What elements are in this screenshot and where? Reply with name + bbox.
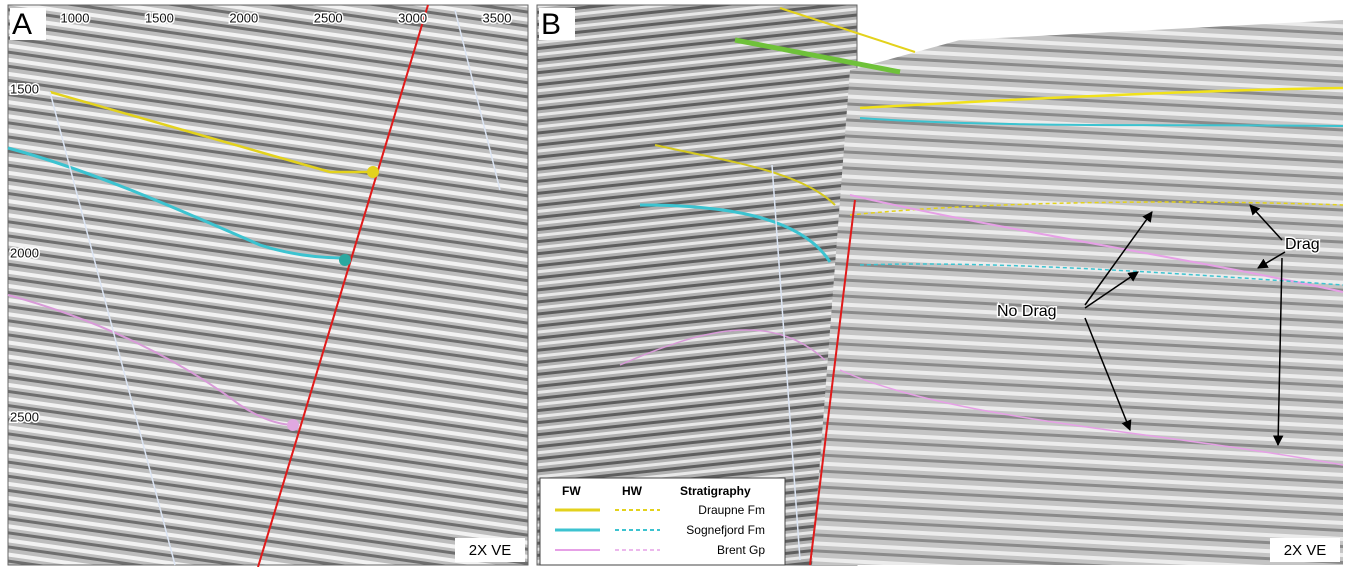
- legend-header: Stratigraphy: [680, 484, 751, 498]
- annotation: Drag: [1285, 236, 1320, 253]
- legend-entry: Draupne Fm: [698, 503, 765, 517]
- x-tick-label: 3500: [483, 10, 512, 25]
- horizon-sognefjord-fw: [639, 203, 832, 263]
- x-tick-label: 1500: [145, 10, 174, 25]
- legend-header: HW: [622, 484, 643, 498]
- x-tick-label: 2500: [314, 10, 343, 25]
- panel-label: A: [12, 8, 32, 41]
- horizon-draupne-fw: [654, 144, 836, 206]
- well-track: [454, 9, 501, 191]
- seismic-section: [7, 4, 529, 566]
- y-tick-label: 2500: [10, 409, 39, 424]
- x-tick-label: 3000: [398, 10, 427, 25]
- label-box: [10, 8, 46, 40]
- panel-b: B Drag No Drag FW HW Stratigraphy Draupn…: [536, 4, 1344, 566]
- fault: [257, 4, 429, 568]
- scale-note: 2X VE: [469, 542, 512, 559]
- legend: FW HW Stratigraphy Draupne Fm Sognefjord…: [539, 477, 786, 566]
- horizon-draupne-hw: [859, 86, 1344, 110]
- horizon: [839, 369, 1344, 466]
- y-tick-label: 2000: [10, 245, 39, 260]
- fault: [809, 199, 856, 566]
- label-box: [539, 8, 575, 40]
- marker: [287, 419, 299, 431]
- horizon: [779, 7, 916, 53]
- horizon: [734, 37, 901, 75]
- panel-a: A 1000 1500 2000 2500 3000 3500 1500 2000 2500 2…: [7, 4, 529, 568]
- note-box: [1270, 538, 1340, 562]
- x-tick-label: 2000: [229, 10, 258, 25]
- well-track: [771, 164, 801, 561]
- legend-header: FW: [562, 484, 581, 498]
- marker: [339, 254, 351, 266]
- annotation: No Drag: [997, 303, 1057, 320]
- horizon-brent: [7, 294, 296, 426]
- horizon-sognefjord-hw: [859, 117, 1344, 127]
- panel-label: B: [541, 8, 561, 41]
- seismic-hangingwall: [812, 20, 1343, 565]
- marker: [367, 166, 379, 178]
- horizon-draupne: [49, 90, 375, 174]
- legend-entry: Brent Gp: [717, 543, 765, 557]
- well-track: [49, 91, 176, 566]
- annotation-arrows: [1084, 204, 1286, 447]
- legend-entry: Sognefjord Fm: [686, 523, 765, 537]
- horizon-brent-fw: [619, 329, 826, 366]
- y-tick-label: 1500: [10, 81, 39, 96]
- note-box: [455, 538, 525, 562]
- seismic-footwall: [536, 4, 858, 566]
- scale-note: 2X VE: [1284, 542, 1327, 559]
- x-tick-label: 1000: [61, 10, 90, 25]
